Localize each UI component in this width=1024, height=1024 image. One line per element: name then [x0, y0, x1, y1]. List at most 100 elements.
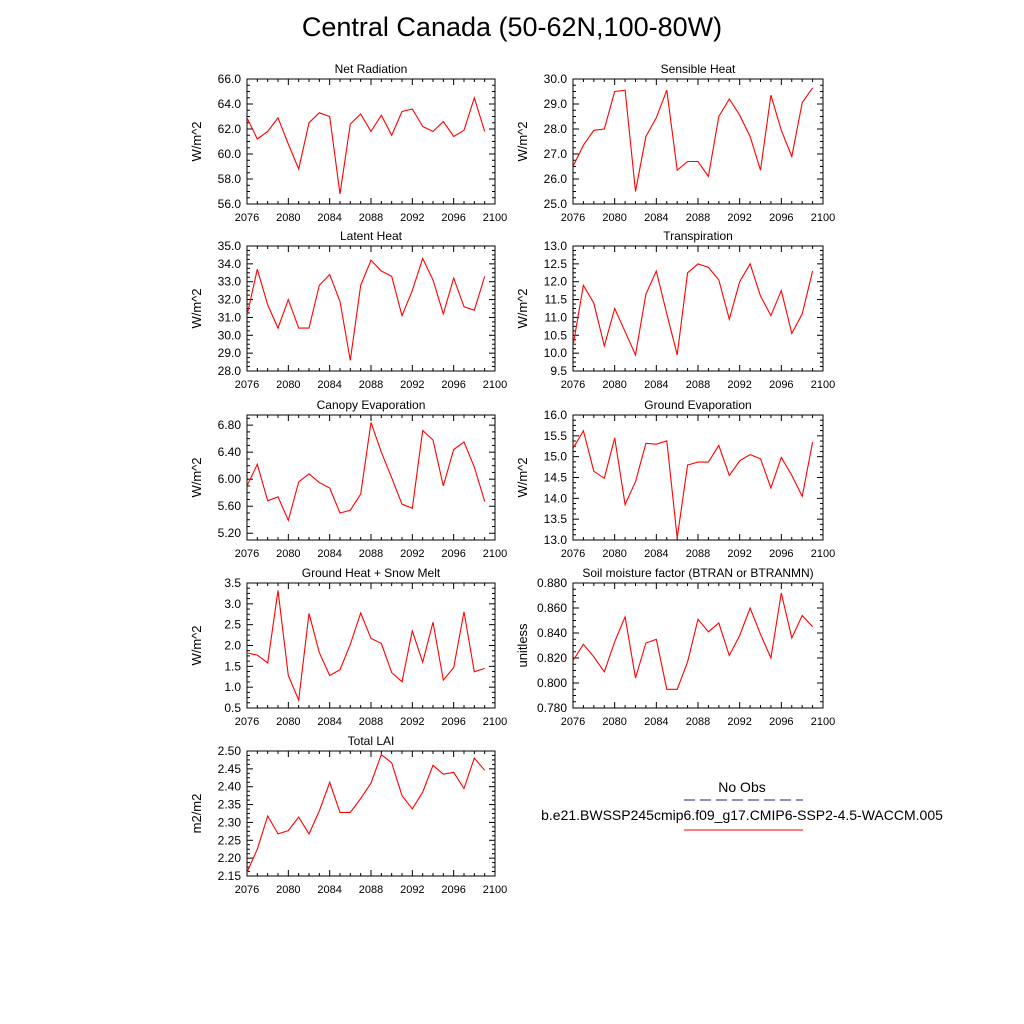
x-tick-label: 2076	[561, 212, 585, 224]
y-tick-label: 15.0	[544, 450, 568, 464]
y-axis-label: W/m^2	[189, 625, 204, 665]
y-tick-label: 14.5	[544, 471, 568, 485]
x-tick-label: 2100	[811, 379, 835, 391]
x-tick-label: 2080	[276, 716, 300, 728]
y-tick-label: 2.0	[224, 639, 241, 653]
y-tick-label: 32.0	[218, 293, 242, 307]
x-tick-label: 2088	[686, 716, 710, 728]
x-tick-label: 2092	[727, 716, 751, 728]
x-tick-label: 2096	[441, 379, 465, 391]
series-line	[247, 422, 486, 523]
y-tick-label: 58.0	[218, 172, 242, 186]
y-tick-label: 13.0	[544, 533, 568, 547]
plot-frame	[572, 414, 824, 541]
y-tick-label: 3.5	[224, 576, 241, 590]
y-tick-label: 33.0	[218, 275, 242, 289]
y-tick-label: 13.0	[544, 239, 568, 253]
panel-title: Canopy Evaporation	[317, 398, 426, 412]
series-line	[573, 592, 814, 690]
y-axis-label: W/m^2	[515, 288, 530, 328]
legend-obs-label: No Obs	[718, 779, 766, 795]
y-tick-label: 6.80	[218, 418, 242, 432]
panel-title: Latent Heat	[340, 229, 403, 243]
x-tick-label: 2096	[441, 884, 465, 896]
x-tick-label: 2084	[644, 548, 668, 560]
y-axis-label: W/m^2	[515, 121, 530, 161]
x-tick-label: 2100	[483, 716, 507, 728]
y-tick-label: 26.0	[544, 172, 568, 186]
x-tick-label: 2076	[561, 716, 585, 728]
y-tick-label: 11.0	[545, 310, 568, 324]
panel-title: Total LAI	[348, 734, 395, 748]
y-tick-label: 29.0	[544, 97, 568, 111]
y-tick-label: 0.5	[224, 701, 241, 715]
y-tick-label: 0.880	[537, 576, 567, 590]
x-tick-label: 2076	[561, 548, 585, 560]
y-tick-label: 35.0	[218, 239, 242, 253]
chart-panel: Net Radiation W/m^2 2076 2080 2084 2088 2092 20…	[189, 62, 507, 224]
x-tick-label: 2092	[727, 548, 751, 560]
y-tick-label: 2.15	[218, 869, 242, 883]
x-tick-label: 2076	[561, 379, 585, 391]
x-tick-label: 2084	[317, 548, 341, 560]
y-tick-label: 28.0	[218, 364, 242, 378]
y-tick-label: 5.20	[218, 526, 242, 540]
y-tick-label: 12.5	[544, 257, 568, 271]
x-tick-label: 2096	[441, 212, 465, 224]
x-tick-label: 2092	[400, 884, 424, 896]
chart-panel: Ground Heat + Snow Melt W/m^2 2076 2080 2084…	[189, 566, 507, 728]
y-tick-label: 6.00	[218, 472, 242, 486]
x-tick-label: 2096	[769, 379, 793, 391]
x-tick-label: 2080	[276, 548, 300, 560]
x-tick-label: 2088	[359, 379, 383, 391]
series-line	[247, 257, 486, 361]
x-tick-label: 2088	[686, 548, 710, 560]
panel-title: Ground Evaporation	[644, 398, 751, 412]
x-tick-label: 2084	[317, 212, 341, 224]
y-tick-label: 16.0	[544, 408, 568, 422]
y-axis-label: unitless	[515, 623, 530, 668]
y-axis-label: W/m^2	[189, 121, 204, 161]
y-tick-label: 60.0	[218, 147, 242, 161]
y-tick-label: 62.0	[218, 122, 242, 136]
panel-title: Transpiration	[663, 229, 733, 243]
x-tick-label: 2084	[644, 716, 668, 728]
chart-panel: Soil moisture factor (BTRAN or BTRANMN) u…	[515, 566, 835, 728]
x-tick-label: 2092	[727, 379, 751, 391]
chart-panel: Sensible Heat W/m^2 2076 2080 2084 2088 2092 20…	[515, 62, 835, 224]
y-tick-label: 12.0	[544, 275, 568, 289]
x-tick-label: 2088	[359, 716, 383, 728]
y-tick-label: 30.0	[218, 328, 242, 342]
x-tick-label: 2100	[483, 884, 507, 896]
x-tick-label: 2100	[483, 548, 507, 560]
x-tick-label: 2080	[276, 212, 300, 224]
x-tick-label: 2092	[727, 212, 751, 224]
y-tick-label: 13.5	[544, 512, 568, 526]
plot-frame	[246, 78, 496, 205]
y-tick-label: 3.0	[224, 597, 241, 611]
y-tick-label: 1.0	[224, 680, 241, 694]
x-tick-label: 2100	[811, 548, 835, 560]
y-tick-label: 31.0	[218, 310, 242, 324]
y-tick-label: 0.820	[537, 651, 567, 665]
x-tick-label: 2088	[686, 212, 710, 224]
y-tick-label: 9.5	[550, 364, 567, 378]
y-tick-label: 6.40	[218, 445, 242, 459]
plot-frame	[246, 414, 496, 541]
figure-title: Central Canada (50-62N,100-80W)	[301, 12, 723, 42]
y-tick-label: 10.0	[544, 346, 568, 360]
series-line	[573, 262, 814, 357]
y-axis-label: m2/m2	[189, 794, 204, 834]
x-tick-label: 2084	[644, 379, 668, 391]
x-tick-label: 2096	[441, 716, 465, 728]
y-tick-label: 2.35	[218, 798, 242, 812]
x-tick-label: 2096	[769, 212, 793, 224]
x-tick-label: 2100	[483, 379, 507, 391]
y-tick-label: 64.0	[218, 97, 242, 111]
y-tick-label: 0.780	[537, 701, 567, 715]
panel-title: Ground Heat + Snow Melt	[302, 566, 441, 580]
x-tick-label: 2096	[441, 548, 465, 560]
plot-frame	[572, 582, 824, 709]
x-tick-label: 2080	[602, 212, 626, 224]
